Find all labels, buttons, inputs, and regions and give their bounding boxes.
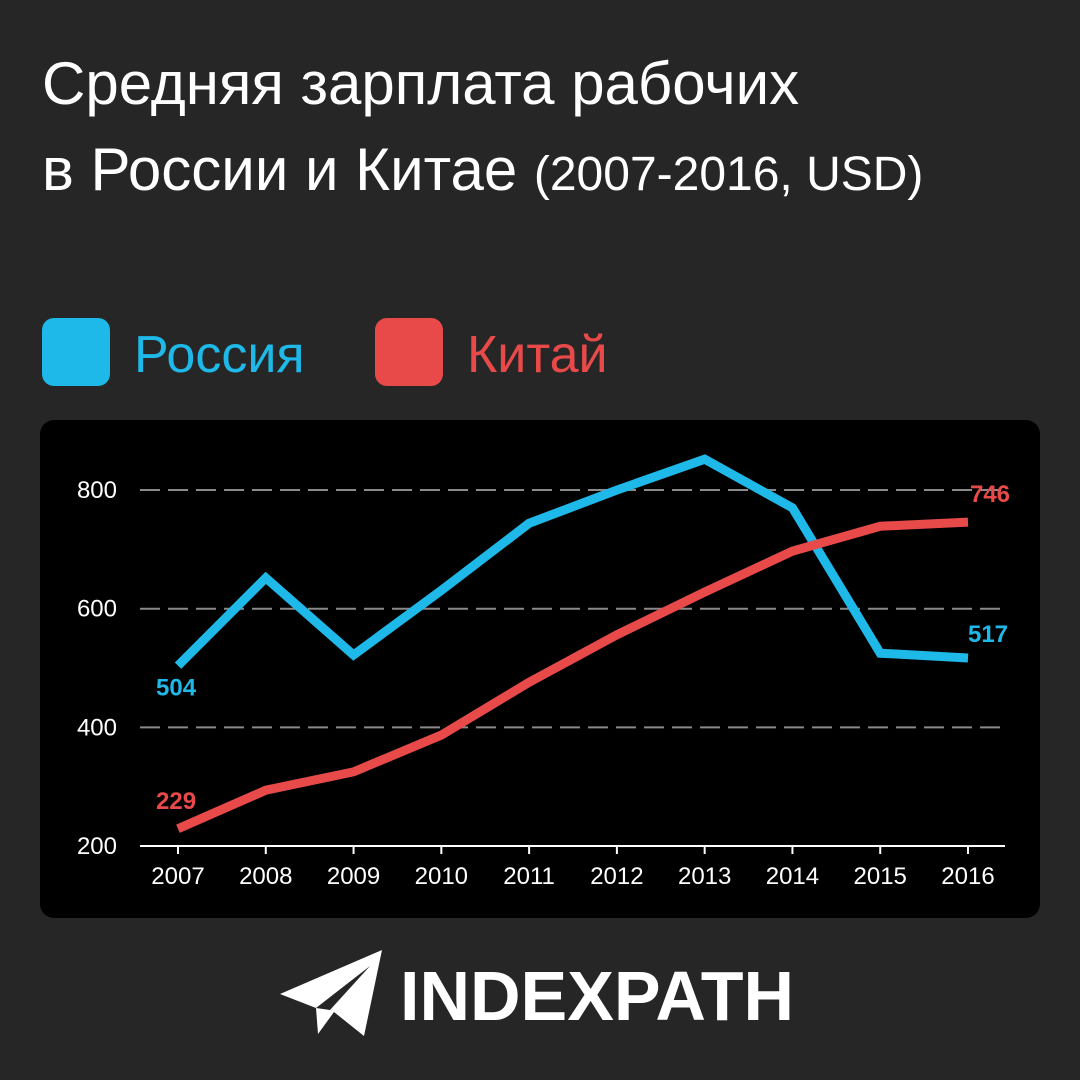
title-line: Средняя зарплата рабочих	[42, 50, 799, 117]
title-line: в России и Китае	[42, 136, 517, 203]
x-tick-label: 2012	[590, 863, 643, 890]
series-line	[176, 517, 969, 833]
legend-swatch	[42, 318, 110, 386]
x-tick-label: 2008	[239, 863, 292, 890]
y-tick-label: 400	[77, 714, 117, 741]
legend-swatch	[375, 318, 443, 386]
logo-plane	[280, 950, 382, 1036]
value-label: 517	[968, 621, 1008, 648]
x-tick-label: 2014	[766, 863, 819, 890]
x-tick-label: 2015	[854, 863, 907, 890]
x-tick-label: 2016	[941, 863, 994, 890]
subtitle: (2007-2016, USD)	[534, 148, 924, 201]
legend-label: Россия	[134, 326, 305, 384]
series-line	[174, 454, 969, 669]
value-label: 504	[156, 675, 197, 702]
x-tick-label: 2007	[151, 863, 204, 890]
value-label: 746	[970, 481, 1010, 508]
chart-title: в России и Китае (2007-2016, USD)	[42, 136, 923, 203]
legend-label: Китай	[467, 326, 608, 384]
x-tick-label: 2013	[678, 863, 731, 890]
plot-panel	[40, 420, 1040, 918]
x-tick-label: 2011	[503, 863, 555, 890]
logo	[280, 950, 382, 1036]
x-tick-label: 2009	[327, 863, 380, 890]
y-tick-label: 800	[77, 477, 117, 504]
logo-fold	[316, 966, 370, 1010]
value-label: 229	[156, 788, 196, 815]
chart-title: Средняя зарплата рабочих	[42, 50, 799, 117]
x-tick-label: 2010	[415, 863, 468, 890]
y-tick-label: 200	[77, 833, 117, 860]
brand: INDEXPATH	[400, 957, 794, 1035]
y-tick-label: 600	[77, 596, 117, 623]
